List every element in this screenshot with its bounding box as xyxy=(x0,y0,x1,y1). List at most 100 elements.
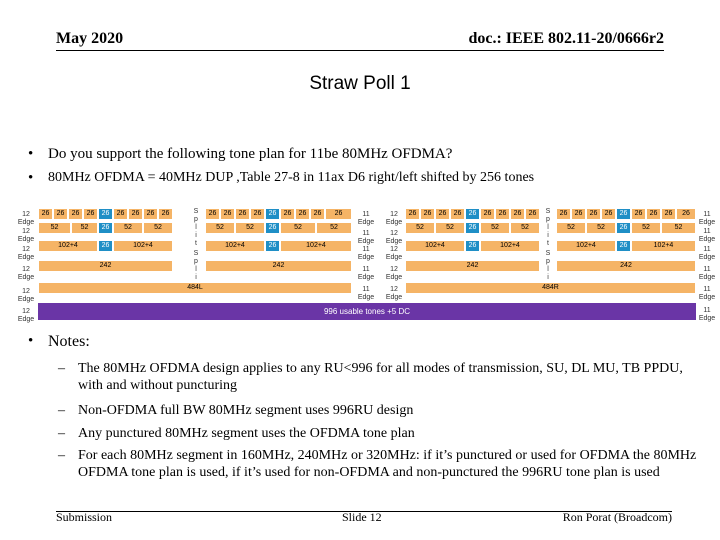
ru52-segment: 52 xyxy=(631,222,661,234)
ru52-segment: 52 xyxy=(205,222,235,234)
ru26-segment: 26 xyxy=(295,208,310,220)
ru996-bar: 996 usable tones +5 DC xyxy=(38,303,696,320)
edge-label-left: 12 Edge xyxy=(17,228,35,243)
ru26-segment: 26 xyxy=(676,208,696,220)
footer-slide-number: Slide 12 xyxy=(342,510,382,524)
header-doc-id: doc.: IEEE 802.11-20/0666r2 xyxy=(468,30,664,47)
ru26-segment: 26 xyxy=(661,208,676,220)
ru26-center-segment: 26 xyxy=(265,240,280,252)
ru26-segment: 26 xyxy=(420,208,435,220)
edge-label-left: 12 Edge xyxy=(17,246,35,261)
ru106-segment: 102+4 xyxy=(38,240,98,252)
edge-label-left: 12 Edge xyxy=(385,211,403,226)
ru26-center-segment: 26 xyxy=(616,208,631,220)
bullet-marker-1: • xyxy=(28,146,34,162)
note-text: Non-OFDMA full BW 80MHz segment uses 996… xyxy=(78,403,414,418)
ru26-center-segment: 26 xyxy=(265,222,280,234)
ru26-segment: 26 xyxy=(280,208,295,220)
ru26-segment: 26 xyxy=(525,208,540,220)
ru26-segment: 26 xyxy=(450,208,465,220)
footer-author: Ron Porat (Broadcom) xyxy=(562,510,672,524)
ru26-segment: 26 xyxy=(601,208,616,220)
ru52-segment: 52 xyxy=(661,222,696,234)
ru26-segment: 26 xyxy=(586,208,601,220)
ru52-segment: 52 xyxy=(38,222,71,234)
ru26-segment: 26 xyxy=(571,208,586,220)
notes-heading: Notes: xyxy=(48,333,90,350)
ru26-center-segment: 26 xyxy=(98,208,113,220)
edge-label-right: 11 Edge xyxy=(698,286,716,301)
note-text: The 80MHz OFDMA design applies to any RU… xyxy=(78,361,683,393)
ru52-segment: 52 xyxy=(510,222,540,234)
notes-bullet-marker: • xyxy=(28,333,34,349)
ru52-segment: 52 xyxy=(280,222,316,234)
note-text: For each 80MHz segment in 160MHz, 240MHz… xyxy=(78,448,697,480)
ru484-left-segment: 484L xyxy=(38,282,352,294)
ru26-segment: 26 xyxy=(128,208,143,220)
ru106-segment: 102+4 xyxy=(631,240,696,252)
bullet-marker-2: • xyxy=(28,170,34,186)
ru52-segment: 52 xyxy=(480,222,510,234)
edge-label-left: 12 Edge xyxy=(17,266,35,281)
ru26-segment: 26 xyxy=(325,208,352,220)
ru26-segment: 26 xyxy=(310,208,325,220)
edge-label-right: 11 Edge xyxy=(357,211,375,226)
ru106-segment: 102+4 xyxy=(113,240,173,252)
ru26-segment: 26 xyxy=(158,208,173,220)
ru26-segment: 26 xyxy=(510,208,525,220)
ru26-segment: 26 xyxy=(143,208,158,220)
ru52-segment: 52 xyxy=(435,222,465,234)
edge-label-right: 11 Edge xyxy=(357,246,375,261)
edge-label-right: 11 Edge xyxy=(698,228,716,243)
bullet-question: Do you support the following tone plan f… xyxy=(48,146,453,162)
ru106-segment: 102+4 xyxy=(480,240,540,252)
ru26-center-segment: 26 xyxy=(616,240,631,252)
edge-label-right: 11 Edge xyxy=(698,266,716,281)
header-date: May 2020 xyxy=(56,30,124,47)
ru106-segment: 102+4 xyxy=(405,240,465,252)
ru52-segment: 52 xyxy=(143,222,173,234)
ru26-segment: 26 xyxy=(205,208,220,220)
ru26-segment: 26 xyxy=(53,208,68,220)
ru26-segment: 26 xyxy=(38,208,53,220)
edge-label-left: 12 Edge xyxy=(385,246,403,261)
ru26-center-segment: 26 xyxy=(265,208,280,220)
ru484-right-segment: 484R xyxy=(405,282,696,294)
ru26-segment: 26 xyxy=(646,208,661,220)
ru26-segment: 26 xyxy=(480,208,495,220)
ru26-segment: 26 xyxy=(556,208,571,220)
ru26-segment: 26 xyxy=(495,208,510,220)
ru242-segment: 242 xyxy=(205,260,352,272)
ru26-segment: 26 xyxy=(113,208,128,220)
edge-label-right: 11 Edge xyxy=(357,286,375,301)
ru26-center-segment: 26 xyxy=(465,222,480,234)
ru242-segment: 242 xyxy=(556,260,696,272)
edge-label-left: 12 Edge xyxy=(385,266,403,281)
split-label: S p l i t xyxy=(545,208,551,247)
ru242-segment: 242 xyxy=(38,260,173,272)
edge-label-left: 12 Edge xyxy=(385,230,403,245)
ru26-segment: 26 xyxy=(220,208,235,220)
slide-title: Straw Poll 1 xyxy=(309,73,411,94)
ru26-center-segment: 26 xyxy=(98,222,113,234)
ru26-center-segment: 26 xyxy=(465,240,480,252)
bullet-definition: 80MHz OFDMA = 40MHz DUP ,Table 27-8 in 1… xyxy=(48,170,535,185)
edge-label-right: 11 Edge xyxy=(698,246,716,261)
edge-label-right: 11 Edge xyxy=(698,307,716,322)
ru106-segment: 102+4 xyxy=(205,240,265,252)
ru52-segment: 52 xyxy=(316,222,352,234)
ru242-segment: 242 xyxy=(405,260,540,272)
edge-label-left: 12 Edge xyxy=(17,211,35,226)
ru52-segment: 52 xyxy=(405,222,435,234)
ru106-segment: 102+4 xyxy=(280,240,352,252)
footer-rule xyxy=(56,511,672,512)
ru52-segment: 52 xyxy=(71,222,98,234)
ru52-segment: 52 xyxy=(556,222,586,234)
split-label: S p l i t xyxy=(193,208,199,247)
ru26-segment: 26 xyxy=(435,208,450,220)
edge-label-right: 11 Edge xyxy=(357,266,375,281)
edge-label-left: 12 Edge xyxy=(385,286,403,301)
ru52-segment: 52 xyxy=(235,222,265,234)
ru26-segment: 26 xyxy=(405,208,420,220)
ru106-segment: 102+4 xyxy=(556,240,616,252)
